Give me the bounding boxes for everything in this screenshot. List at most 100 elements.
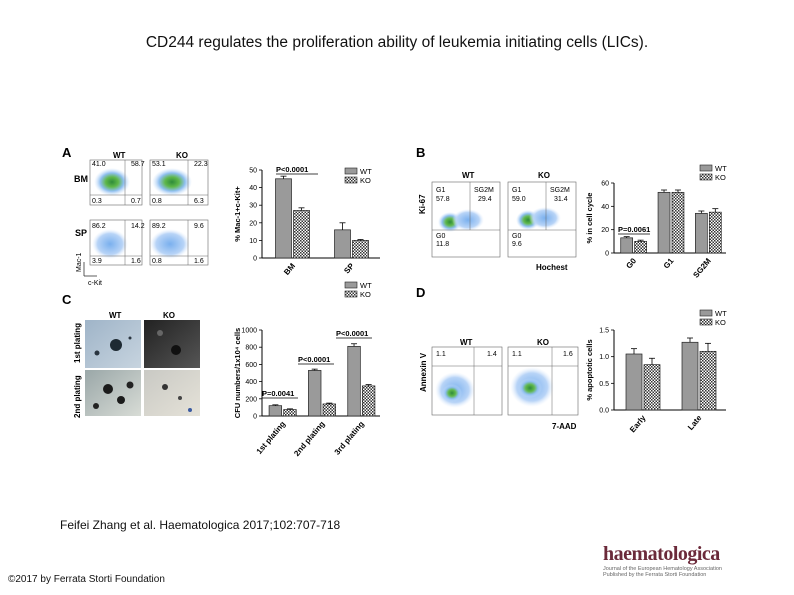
bar-wt [268,405,283,417]
colony-image-1st-ko [144,320,200,368]
y-tick-label: 800 [245,345,257,352]
gate-g0-value: 11.8 [436,241,449,248]
y-tick-label: 1.5 [599,328,609,335]
legend-label-ko: KO [715,318,726,327]
p-value-label: P=0.0041 [262,389,294,398]
y-tick-label: 0 [605,251,609,258]
flow-plot-sp-wt: 86.2 14.2 3.9 1.6 [89,219,145,266]
bar-wt [620,237,634,254]
haematologica-logo: haematologica Journal of the European He… [603,543,779,578]
p-value-label: P<0.0001 [336,329,368,338]
panel-d-col-ko: KO [537,338,549,347]
bar-ko [643,364,661,411]
y-tick-label: 30 [249,203,257,210]
panel-b-letter: B [416,145,425,160]
legend-swatch-ko [344,290,358,298]
flow-plot-d-wt: 1.1 1.4 [431,346,503,416]
bar-ko [352,240,369,259]
colony-image-1st-wt [85,320,141,368]
q-ur: 14.2 [131,223,145,230]
q-ll: 3.9 [92,258,102,265]
panel-a-col-wt: WT [113,151,126,160]
gate-g0-value: 9.6 [512,241,522,248]
q-ll: 0.8 [152,258,162,265]
p-value-label: P=0.0061 [618,225,650,234]
bar-wt [657,191,671,254]
flow-plot-b-ko: G1 59.0 SG2M 31.4 G0 9.6 [507,181,577,258]
gate-g1-value: 57.8 [436,196,450,203]
gate-sg2m-value: 31.4 [554,196,568,203]
x-tick-label: 1st plating [255,419,288,456]
bar-ko [699,350,717,411]
bar-ko [634,240,647,254]
x-tick-label: G0 [624,256,638,270]
legend-label-ko: KO [360,290,371,299]
p-value-label: P<0.0001 [298,355,330,364]
x-tick-label: Early [628,413,648,434]
legend-swatch-wt [699,309,713,317]
bar-ko [322,403,336,417]
q-ul: 1.1 [436,351,446,358]
x-tick-label: SP [342,261,356,275]
bar-wt [625,353,643,411]
bar-ko [283,409,297,417]
panel-b-col-wt: WT [462,171,475,180]
q-ll: 0.8 [152,198,162,205]
panel-b-col-ko: KO [538,171,550,180]
bar-wt [275,178,292,259]
panel-d-x-axis: 7-AAD [552,422,577,431]
bar-wt [334,229,351,259]
q-ur: 9.6 [194,223,204,230]
y-tick-label: 0.5 [599,381,609,388]
x-tick-label: SG2M [691,256,713,279]
legend-swatch-wt [699,164,713,172]
gate-g0: G0 [436,233,445,240]
colony-image-2nd-ko [144,370,200,416]
panel-c-row1: 1st plating [73,323,82,363]
q-lr: 1.6 [194,258,204,265]
panel-a-row-bm: BM [74,174,88,184]
panel-d-letter: D [416,285,425,300]
flow-plot-sp-ko: 89.2 9.6 0.8 1.6 [149,219,209,266]
x-tick-label: 3rd plating [333,419,366,456]
gate-g1: G1 [512,187,521,194]
y-tick-label: 10 [249,238,257,245]
q-ur: 1.4 [487,351,497,358]
q-ur: 58.7 [131,161,145,168]
logo-subtitle-1: Journal of the European Hematology Assoc… [603,566,722,572]
y-tick-label: 0.0 [599,408,609,415]
q-ur: 1.6 [563,351,573,358]
panel-c-letter: C [62,292,72,307]
panel-c-col-ko: KO [163,311,175,320]
y-tick-label: 0 [253,414,257,421]
panel-a-y-axis: Mac-1 [76,252,83,272]
bar-wt [347,345,361,417]
q-ll: 0.3 [92,198,102,205]
logo-subtitle-2: Published by the Ferrata Storti Foundati… [603,572,707,578]
q-ul: 1.1 [512,351,522,358]
citation: Feifei Zhang et al. Haematologica 2017;1… [60,518,341,532]
q-ul: 53.1 [152,161,166,168]
flow-plot-bm-ko: 53.1 22.3 0.8 6.3 [149,159,209,206]
bar-wt [681,341,699,411]
flow-plot-bm-wt: 41.0 58.7 0.3 0.7 [89,159,145,206]
y-axis-label: % apoptotic cells [585,339,594,400]
bar-ko [361,385,376,417]
y-tick-label: 60 [601,181,609,188]
panel-b-y-axis: Ki-67 [418,194,427,214]
logo-wordmark: haematologica [603,543,720,565]
y-tick-label: 0 [253,256,257,263]
legend-swatch-wt [344,281,358,289]
x-tick-label: BM [282,261,297,277]
legend-label-ko: KO [360,176,371,185]
y-tick-label: 20 [249,220,257,227]
panel-a-row-sp: SP [75,228,87,238]
x-tick-label: 2nd plating [292,419,326,458]
y-tick-label: 20 [601,227,609,234]
slide-title: CD244 regulates the proliferation abilit… [145,34,649,51]
q-ul: 86.2 [92,223,106,230]
y-tick-label: 600 [245,362,257,369]
legend-swatch-ko [344,176,358,184]
panel-c-row2: 2nd plating [73,375,82,418]
colony-image-2nd-wt [85,370,141,416]
